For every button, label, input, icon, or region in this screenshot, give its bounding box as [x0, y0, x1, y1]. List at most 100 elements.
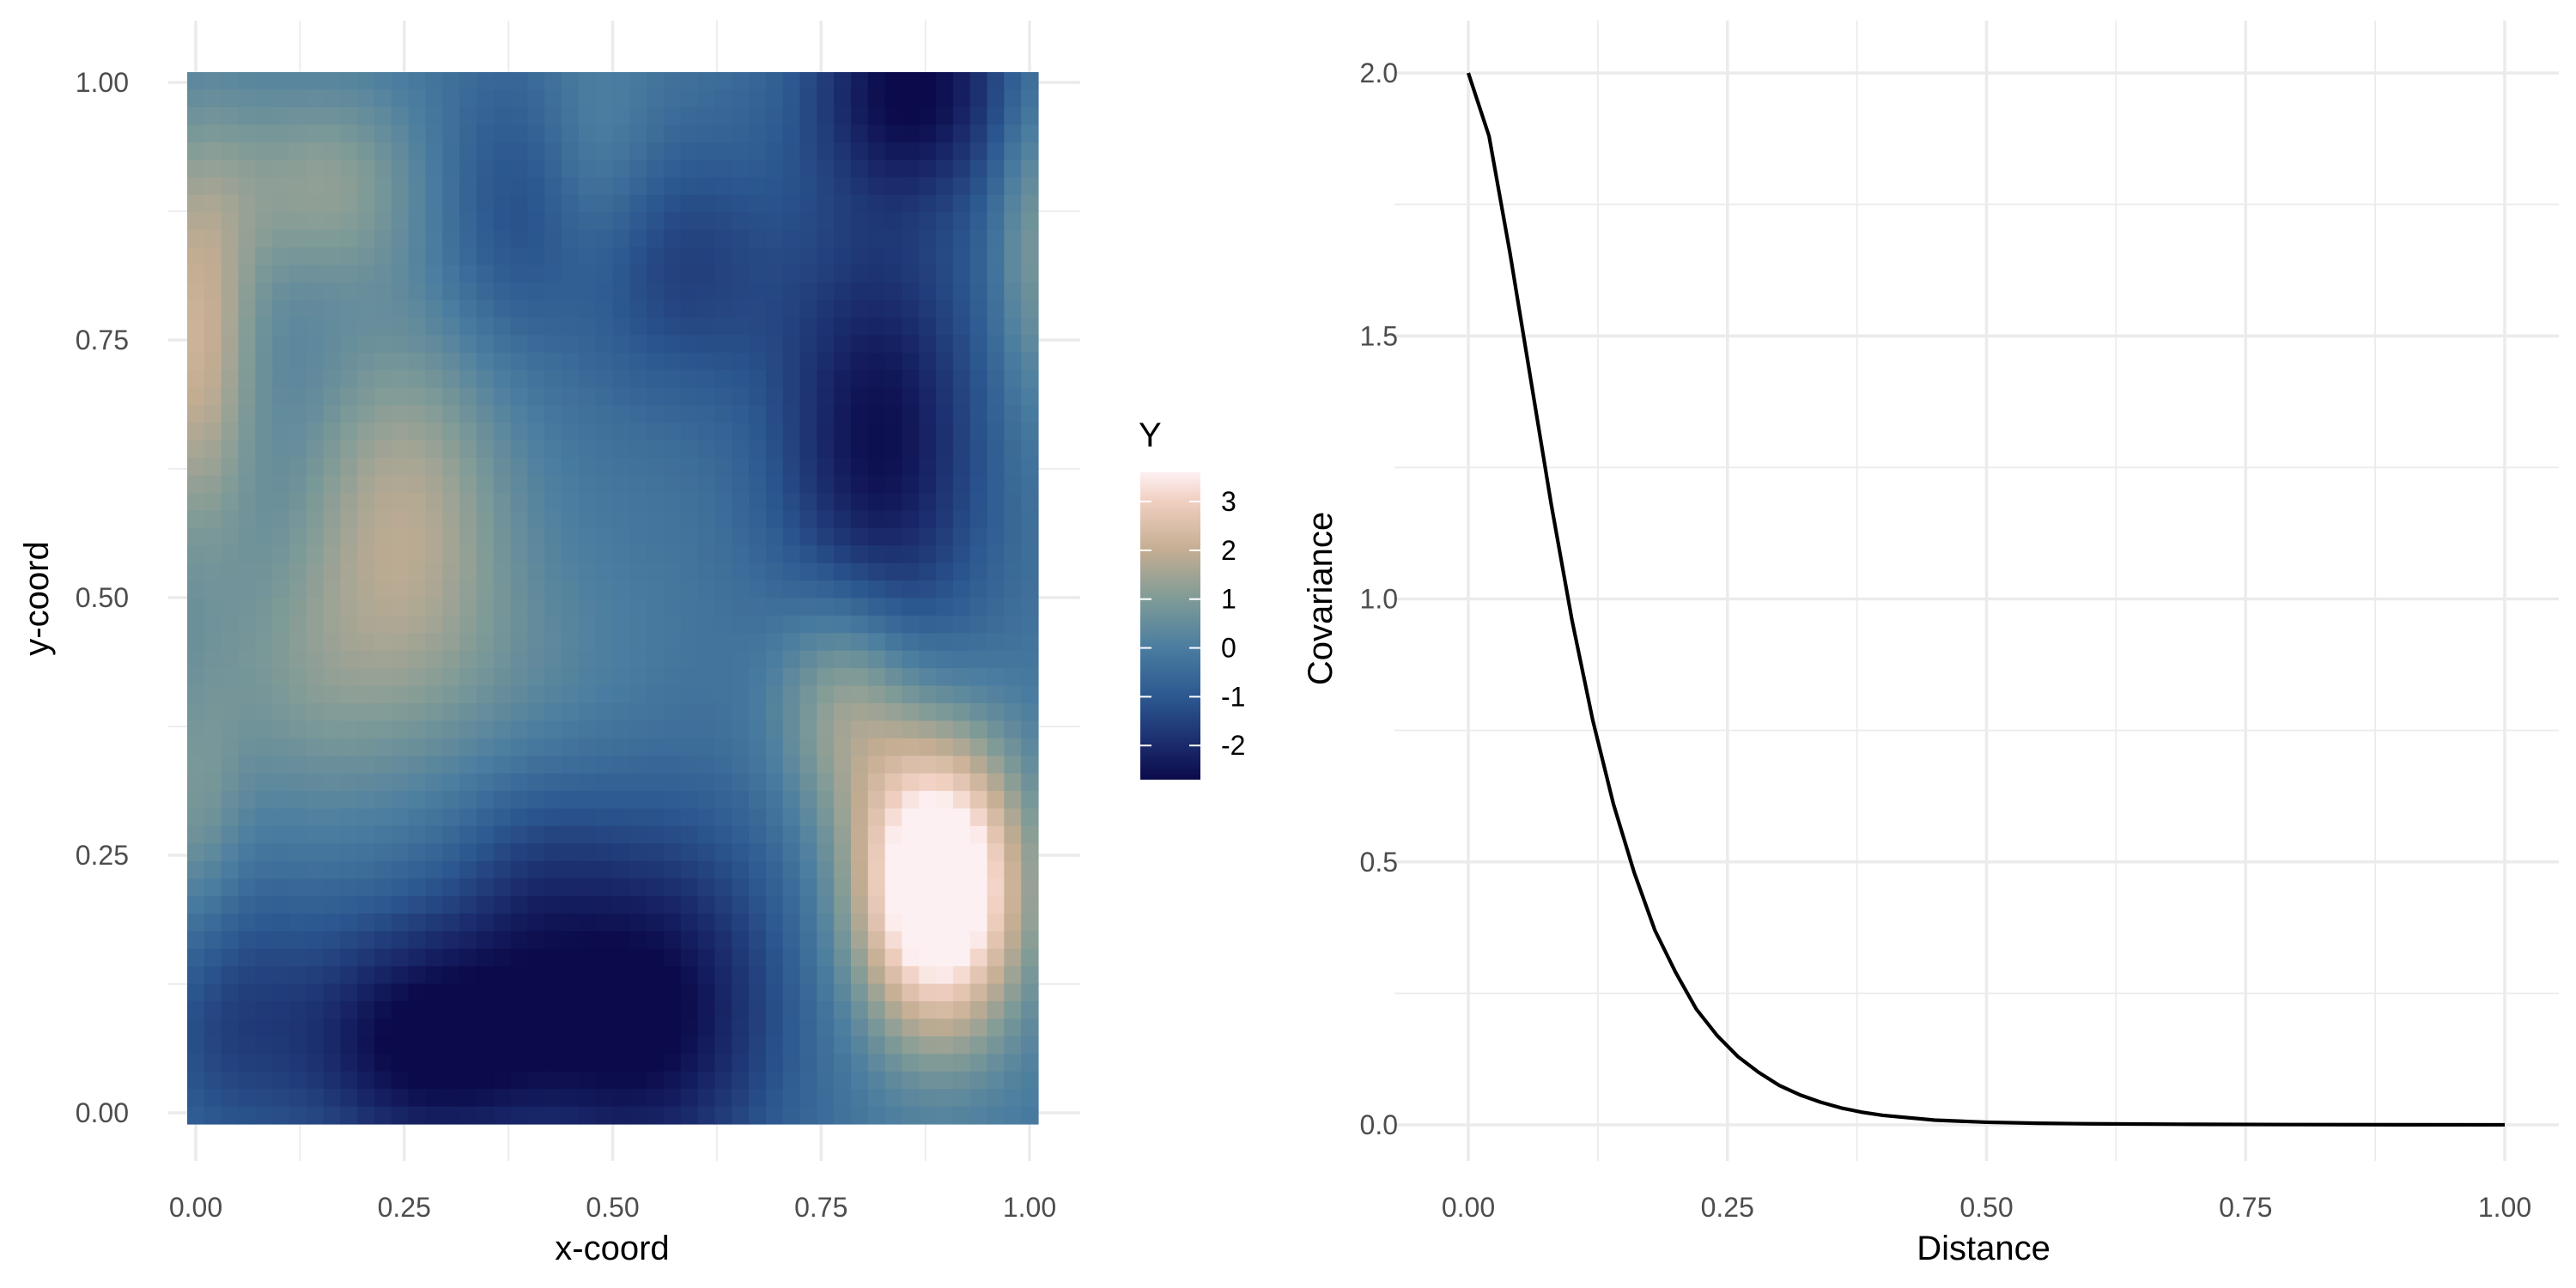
line-y-axis-title: Covariance — [1302, 512, 1340, 685]
heatmap-cell — [867, 808, 886, 827]
heatmap-cell — [612, 1106, 630, 1125]
heatmap-cell — [936, 843, 954, 862]
heatmap-cell — [1004, 317, 1022, 336]
heatmap-cell — [647, 720, 665, 739]
heatmap-cell — [936, 212, 954, 231]
heatmap-cell — [204, 580, 222, 599]
heatmap-cell — [697, 387, 716, 406]
heatmap-cell — [884, 685, 903, 704]
heatmap-cell — [255, 808, 273, 827]
heatmap-cell — [238, 825, 256, 844]
heatmap-cell — [459, 580, 477, 599]
heatmap-cell — [1004, 1106, 1022, 1125]
heatmap-cell — [884, 668, 903, 687]
heatmap-cell — [272, 89, 290, 108]
heatmap-cell — [612, 142, 630, 161]
heatmap-cell — [749, 422, 767, 441]
heatmap-cell — [578, 194, 597, 213]
heatmap-cell — [987, 458, 1005, 477]
heatmap-cell — [782, 387, 801, 406]
heatmap-cell — [952, 720, 971, 739]
heatmap-cell — [952, 1018, 971, 1037]
heatmap-cell — [187, 458, 205, 477]
heatmap-cell — [749, 194, 767, 213]
heatmap-cell — [969, 948, 988, 967]
heatmap-cell — [221, 966, 240, 985]
heatmap-cell — [765, 317, 784, 336]
heatmap-cell — [510, 668, 528, 687]
heatmap-cell — [578, 580, 597, 599]
heatmap-cell — [459, 896, 477, 914]
heatmap-cell — [357, 1054, 375, 1072]
heatmap-cell — [221, 791, 240, 810]
heatmap-cell — [936, 300, 954, 319]
heatmap-cell — [782, 685, 801, 704]
heatmap-cell — [987, 283, 1005, 301]
heatmap-cell — [578, 756, 597, 775]
heatmap-cell — [289, 896, 307, 914]
heatmap-cell — [562, 948, 580, 967]
heatmap-cell — [272, 633, 290, 652]
heatmap-cell — [647, 440, 665, 459]
heatmap-cell — [902, 948, 920, 967]
heatmap-cell — [919, 247, 937, 266]
heatmap-cell — [204, 527, 222, 546]
heatmap-cell — [749, 72, 767, 91]
heatmap-cell — [238, 896, 256, 914]
heatmap-cell — [459, 510, 477, 529]
heatmap-cell — [765, 194, 784, 213]
heatmap-cell — [749, 440, 767, 459]
heatmap-cell — [289, 720, 307, 739]
heatmap-cell — [936, 966, 954, 985]
heatmap-cell — [408, 510, 427, 529]
heatmap-cell — [374, 89, 392, 108]
heatmap-cell — [884, 493, 903, 512]
heatmap-cell — [357, 931, 375, 950]
heatmap-cell — [919, 562, 937, 581]
heatmap-cell — [272, 527, 290, 546]
heatmap-cell — [919, 966, 937, 985]
heatmap-cell — [425, 914, 443, 933]
heatmap-cell — [732, 106, 750, 125]
heatmap-cell — [527, 948, 545, 967]
heatmap-cell — [357, 668, 375, 687]
heatmap-cell — [544, 545, 562, 564]
heatmap-cell — [255, 738, 273, 756]
heatmap-cell — [187, 580, 205, 599]
heatmap-cell — [578, 931, 597, 950]
heatmap-cell — [749, 773, 767, 792]
heatmap-cell — [255, 1054, 273, 1072]
heatmap-cell — [1021, 422, 1039, 441]
heatmap-cell — [578, 791, 597, 810]
heatmap-cell — [255, 948, 273, 967]
heatmap-cell — [834, 370, 852, 389]
heatmap-cell — [187, 177, 205, 196]
heatmap-cell — [749, 1036, 767, 1054]
heatmap-cell — [919, 843, 937, 862]
heatmap-cell — [987, 633, 1005, 652]
heatmap-cell — [850, 440, 869, 459]
heatmap-cell — [1021, 720, 1039, 739]
heatmap-cell — [323, 440, 341, 459]
heatmap-cell — [749, 177, 767, 196]
heatmap-cell — [476, 352, 495, 371]
heatmap-cell — [476, 247, 495, 266]
heatmap-cell — [578, 843, 597, 862]
heatmap-cell — [255, 860, 273, 879]
heatmap-cell — [476, 370, 495, 389]
heatmap-cell — [323, 247, 341, 266]
heatmap-cell — [204, 756, 222, 775]
heatmap-cell — [306, 738, 325, 756]
heatmap-cell — [952, 545, 971, 564]
heatmap-cell — [884, 89, 903, 108]
heatmap-cell — [732, 458, 750, 477]
heatmap-cell — [510, 948, 528, 967]
heatmap-cell — [221, 860, 240, 879]
heatmap-cell — [323, 125, 341, 143]
heatmap-cell — [187, 370, 205, 389]
heatmap-cell — [647, 633, 665, 652]
heatmap-cell — [867, 598, 886, 617]
heatmap-cell — [697, 247, 716, 266]
heatmap-cell — [221, 1071, 240, 1090]
heatmap-cell — [647, 72, 665, 91]
